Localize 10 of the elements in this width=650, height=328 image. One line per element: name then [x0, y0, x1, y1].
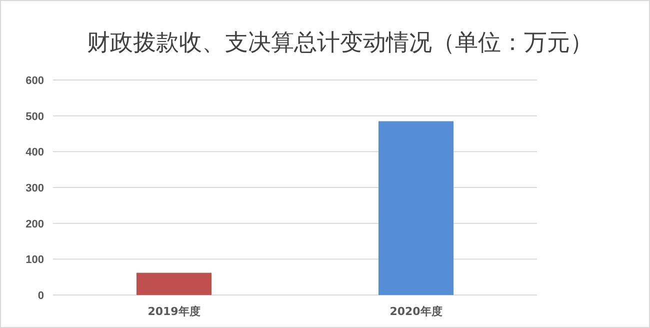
y-tick-label: 100: [26, 254, 44, 266]
y-tick-label: 200: [26, 218, 44, 230]
y-tick-label: 0: [38, 290, 44, 302]
x-tick-label: 2020年度: [390, 305, 442, 318]
chart-title: 财政拨款收、支决算总计变动情况（单位：万元）: [87, 30, 593, 56]
x-tick-label: 2019年度: [148, 305, 200, 318]
y-tick-label: 500: [26, 110, 44, 123]
y-tick-label: 300: [26, 182, 44, 194]
y-tick-label: 400: [26, 146, 44, 159]
y-tick-label: 600: [26, 75, 44, 87]
